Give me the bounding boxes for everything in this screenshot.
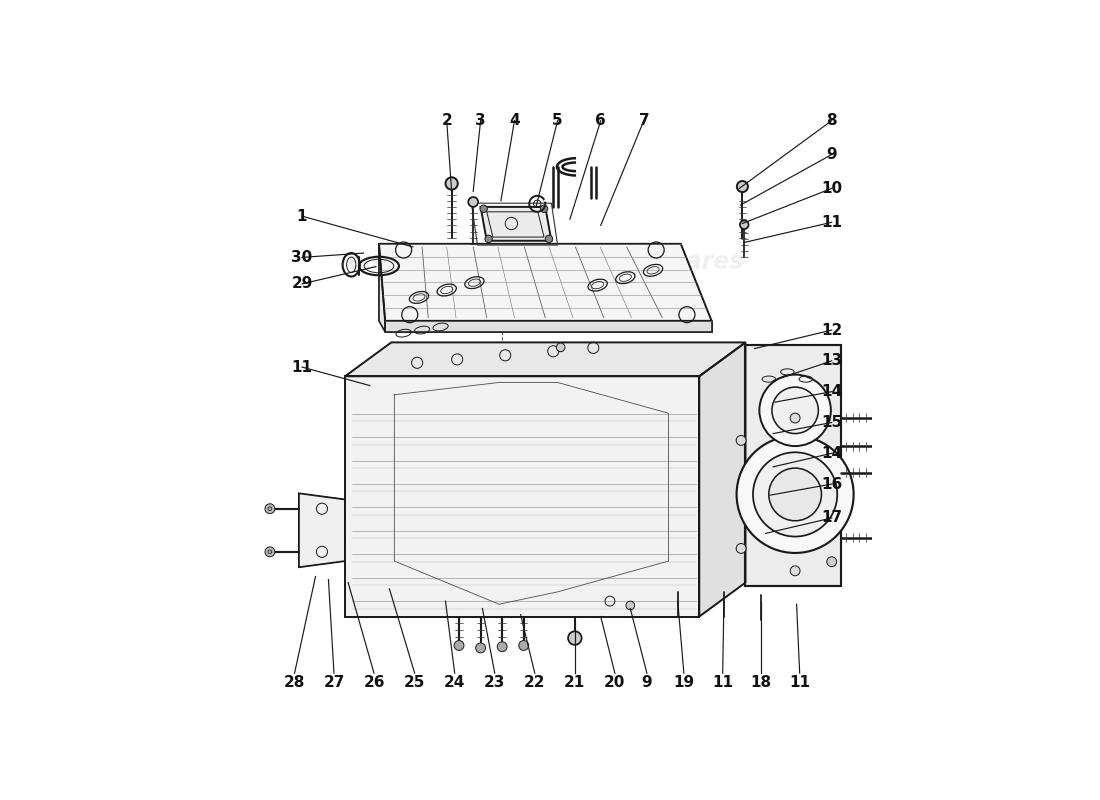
Text: 28: 28 (284, 675, 305, 690)
Polygon shape (378, 244, 385, 332)
Text: 19: 19 (673, 675, 694, 690)
Circle shape (540, 205, 548, 213)
Circle shape (469, 197, 478, 207)
Circle shape (759, 374, 830, 446)
Circle shape (740, 221, 749, 229)
Polygon shape (746, 346, 840, 586)
Text: 21: 21 (564, 675, 585, 690)
Circle shape (790, 566, 800, 576)
Text: 15: 15 (821, 415, 843, 430)
Circle shape (736, 435, 746, 446)
Circle shape (485, 235, 493, 242)
Text: 22: 22 (524, 675, 546, 690)
Circle shape (546, 235, 552, 242)
Text: 9: 9 (641, 675, 652, 690)
Circle shape (754, 452, 837, 537)
Polygon shape (700, 342, 746, 617)
Text: 9: 9 (826, 147, 837, 162)
Text: 11: 11 (789, 675, 811, 690)
Polygon shape (345, 376, 700, 617)
Circle shape (894, 441, 905, 452)
Text: 18: 18 (750, 675, 771, 690)
Circle shape (790, 413, 800, 423)
Text: 14: 14 (821, 446, 843, 461)
Text: 2: 2 (441, 113, 452, 128)
Polygon shape (378, 244, 712, 321)
Text: 7: 7 (638, 113, 649, 128)
Polygon shape (345, 342, 746, 376)
Text: 25: 25 (404, 675, 426, 690)
Circle shape (265, 504, 275, 514)
Circle shape (889, 532, 900, 543)
Text: 6: 6 (595, 113, 606, 128)
Text: eurospares: eurospares (348, 454, 497, 478)
Circle shape (736, 543, 746, 554)
Circle shape (568, 631, 582, 645)
Text: 26: 26 (363, 675, 385, 690)
Circle shape (891, 467, 902, 478)
Circle shape (772, 387, 818, 434)
Text: 4: 4 (509, 113, 520, 128)
Circle shape (557, 343, 565, 352)
Circle shape (454, 641, 464, 650)
Circle shape (626, 601, 635, 610)
Circle shape (480, 205, 487, 213)
Circle shape (475, 643, 485, 653)
Text: 27: 27 (323, 675, 344, 690)
Text: eurospares: eurospares (594, 250, 744, 274)
Circle shape (893, 412, 904, 423)
Text: 13: 13 (821, 354, 843, 368)
Text: 12: 12 (821, 322, 843, 338)
Circle shape (737, 181, 748, 192)
Circle shape (446, 178, 458, 190)
Text: 17: 17 (821, 510, 843, 526)
Circle shape (769, 468, 822, 521)
Text: 1: 1 (297, 209, 307, 224)
Circle shape (827, 557, 837, 566)
Polygon shape (481, 207, 551, 241)
Text: 5: 5 (552, 113, 563, 128)
Circle shape (519, 641, 529, 650)
Text: 3: 3 (475, 113, 486, 128)
Polygon shape (299, 494, 345, 567)
Circle shape (265, 547, 275, 557)
Circle shape (497, 642, 507, 652)
Text: eurospares: eurospares (594, 454, 744, 478)
Polygon shape (385, 321, 712, 332)
Text: 11: 11 (292, 359, 312, 374)
Text: 14: 14 (821, 384, 843, 399)
Text: 10: 10 (821, 181, 843, 196)
Text: 20: 20 (604, 675, 626, 690)
Text: 11: 11 (822, 214, 843, 230)
Circle shape (737, 436, 854, 553)
Text: 16: 16 (821, 477, 843, 491)
Text: 24: 24 (444, 675, 465, 690)
Text: 23: 23 (484, 675, 505, 690)
Text: 11: 11 (712, 675, 734, 690)
Text: 8: 8 (826, 113, 837, 128)
Text: 29: 29 (292, 276, 312, 291)
Text: eurospares: eurospares (348, 250, 497, 274)
Text: 30: 30 (292, 250, 312, 265)
